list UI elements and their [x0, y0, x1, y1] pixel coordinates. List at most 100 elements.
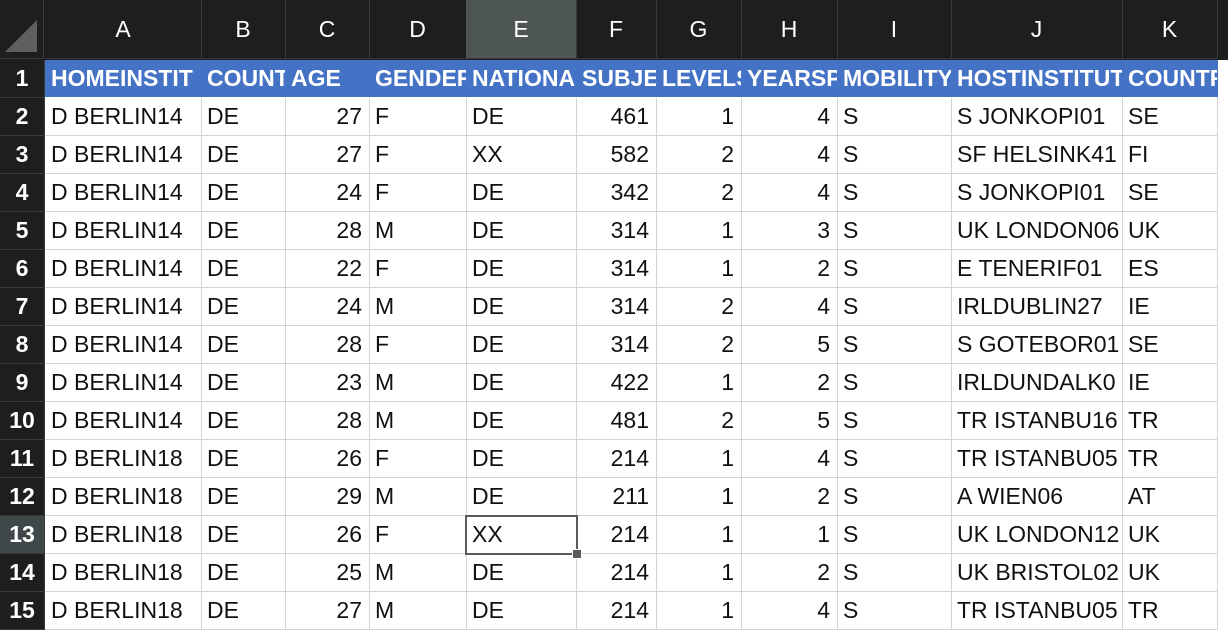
cell-b10[interactable]: DE: [201, 402, 286, 440]
cell-b8[interactable]: DE: [201, 326, 286, 364]
cell-e6[interactable]: DE: [466, 250, 577, 288]
cell-a11[interactable]: D BERLIN18: [45, 440, 202, 478]
cell-f5[interactable]: 314: [576, 212, 657, 250]
cell-i11[interactable]: S: [837, 440, 952, 478]
header-cell-e1[interactable]: NATIONA: [466, 60, 577, 98]
cell-i7[interactable]: S: [837, 288, 952, 326]
cell-f4[interactable]: 342: [576, 174, 657, 212]
cell-h9[interactable]: 2: [741, 364, 838, 402]
cell-k3[interactable]: FI: [1122, 136, 1218, 174]
cell-e12[interactable]: DE: [466, 478, 577, 516]
row-header-14[interactable]: 14: [0, 554, 45, 592]
cell-b11[interactable]: DE: [201, 440, 286, 478]
cell-c4[interactable]: 24: [285, 174, 370, 212]
cell-b5[interactable]: DE: [201, 212, 286, 250]
cell-f13[interactable]: 214: [576, 516, 657, 554]
cell-i15[interactable]: S: [837, 592, 952, 630]
cell-f15[interactable]: 214: [576, 592, 657, 630]
cell-j10[interactable]: TR ISTANBU16: [951, 402, 1123, 440]
cell-h5[interactable]: 3: [741, 212, 838, 250]
cell-d14[interactable]: M: [369, 554, 467, 592]
header-cell-f1[interactable]: SUBJE(: [576, 60, 657, 98]
cell-d5[interactable]: M: [369, 212, 467, 250]
cell-a12[interactable]: D BERLIN18: [45, 478, 202, 516]
cell-d15[interactable]: M: [369, 592, 467, 630]
cell-e10[interactable]: DE: [466, 402, 577, 440]
cell-d4[interactable]: F: [369, 174, 467, 212]
header-cell-h1[interactable]: YEARSP: [741, 60, 838, 98]
cell-f2[interactable]: 461: [576, 98, 657, 136]
cell-b15[interactable]: DE: [201, 592, 286, 630]
cell-i3[interactable]: S: [837, 136, 952, 174]
cell-k4[interactable]: SE: [1122, 174, 1218, 212]
header-cell-d1[interactable]: GENDER: [369, 60, 467, 98]
column-header-i[interactable]: I: [837, 0, 952, 59]
cell-j11[interactable]: TR ISTANBU05: [951, 440, 1123, 478]
cell-a9[interactable]: D BERLIN14: [45, 364, 202, 402]
cell-g10[interactable]: 2: [656, 402, 742, 440]
cell-g3[interactable]: 2: [656, 136, 742, 174]
cell-j2[interactable]: S JONKOPI01: [951, 98, 1123, 136]
cell-d12[interactable]: M: [369, 478, 467, 516]
cell-c6[interactable]: 22: [285, 250, 370, 288]
row-header-15[interactable]: 15: [0, 592, 45, 630]
cell-k9[interactable]: IE: [1122, 364, 1218, 402]
cell-j6[interactable]: E TENERIF01: [951, 250, 1123, 288]
cell-c8[interactable]: 28: [285, 326, 370, 364]
cell-g11[interactable]: 1: [656, 440, 742, 478]
cell-d3[interactable]: F: [369, 136, 467, 174]
cell-h8[interactable]: 5: [741, 326, 838, 364]
column-header-a[interactable]: A: [45, 0, 202, 59]
header-cell-b1[interactable]: COUNT: [201, 60, 286, 98]
cell-h3[interactable]: 4: [741, 136, 838, 174]
cell-b13[interactable]: DE: [201, 516, 286, 554]
cell-f7[interactable]: 314: [576, 288, 657, 326]
cell-d7[interactable]: M: [369, 288, 467, 326]
header-cell-i1[interactable]: MOBILITY: [837, 60, 952, 98]
cell-e9[interactable]: DE: [466, 364, 577, 402]
row-header-1[interactable]: 1: [0, 60, 45, 98]
cell-g13[interactable]: 1: [656, 516, 742, 554]
cell-k8[interactable]: SE: [1122, 326, 1218, 364]
cell-c14[interactable]: 25: [285, 554, 370, 592]
cell-i4[interactable]: S: [837, 174, 952, 212]
cell-a8[interactable]: D BERLIN14: [45, 326, 202, 364]
cell-e4[interactable]: DE: [466, 174, 577, 212]
cell-g15[interactable]: 1: [656, 592, 742, 630]
cell-g5[interactable]: 1: [656, 212, 742, 250]
cell-c12[interactable]: 29: [285, 478, 370, 516]
cell-e14[interactable]: DE: [466, 554, 577, 592]
cell-k5[interactable]: UK: [1122, 212, 1218, 250]
row-header-6[interactable]: 6: [0, 250, 45, 288]
row-header-13[interactable]: 13: [0, 516, 45, 554]
cell-d11[interactable]: F: [369, 440, 467, 478]
cell-g6[interactable]: 1: [656, 250, 742, 288]
cell-j15[interactable]: TR ISTANBU05: [951, 592, 1123, 630]
cell-i9[interactable]: S: [837, 364, 952, 402]
cell-d9[interactable]: M: [369, 364, 467, 402]
cell-a5[interactable]: D BERLIN14: [45, 212, 202, 250]
cell-b14[interactable]: DE: [201, 554, 286, 592]
row-header-10[interactable]: 10: [0, 402, 45, 440]
cell-b7[interactable]: DE: [201, 288, 286, 326]
cell-d13[interactable]: F: [369, 516, 467, 554]
cell-h10[interactable]: 5: [741, 402, 838, 440]
header-cell-g1[interactable]: LEVELS: [656, 60, 742, 98]
cell-a14[interactable]: D BERLIN18: [45, 554, 202, 592]
cell-i10[interactable]: S: [837, 402, 952, 440]
cell-k2[interactable]: SE: [1122, 98, 1218, 136]
cell-k7[interactable]: IE: [1122, 288, 1218, 326]
cell-f12[interactable]: 211: [576, 478, 657, 516]
column-header-h[interactable]: H: [741, 0, 838, 59]
cell-i2[interactable]: S: [837, 98, 952, 136]
row-header-3[interactable]: 3: [0, 136, 45, 174]
cell-f14[interactable]: 214: [576, 554, 657, 592]
cell-k6[interactable]: ES: [1122, 250, 1218, 288]
cell-g9[interactable]: 1: [656, 364, 742, 402]
cell-e5[interactable]: DE: [466, 212, 577, 250]
cell-g7[interactable]: 2: [656, 288, 742, 326]
cell-c3[interactable]: 27: [285, 136, 370, 174]
fill-handle[interactable]: [572, 549, 582, 559]
cell-j9[interactable]: IRLDUNDALK0: [951, 364, 1123, 402]
cell-c2[interactable]: 27: [285, 98, 370, 136]
